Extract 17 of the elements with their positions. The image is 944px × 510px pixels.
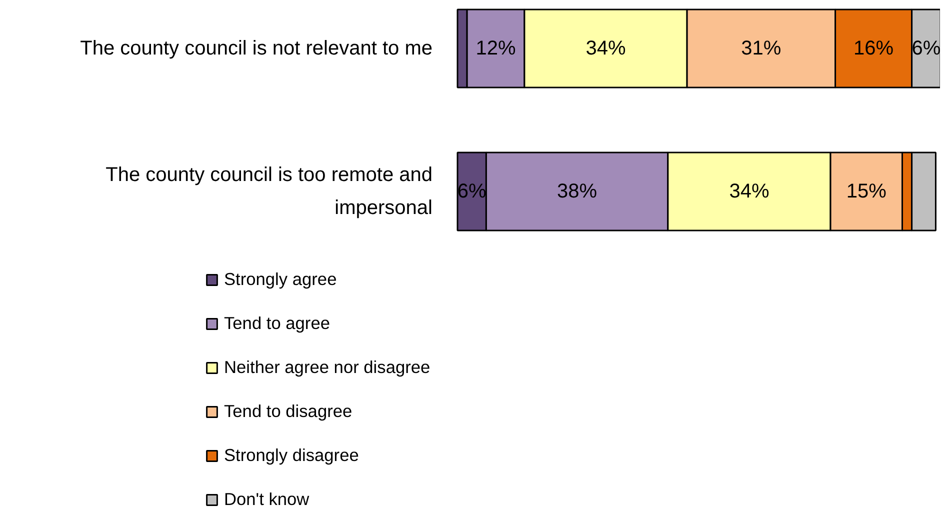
data-label: 15%	[846, 180, 887, 202]
data-label: 6%	[912, 38, 941, 60]
data-label: 34%	[729, 180, 770, 202]
data-label: 38%	[557, 180, 598, 202]
data-label: 6%	[457, 180, 487, 202]
legend-label: Strongly agree	[224, 269, 337, 290]
legend-label: Strongly disagree	[224, 445, 359, 466]
legend-label: Neither agree nor disagree	[224, 357, 430, 378]
y-tick-label: The county council is not relevant to me	[80, 38, 433, 60]
data-label: 34%	[586, 38, 626, 60]
data-label: 31%	[741, 38, 782, 60]
legend-label: Tend to agree	[224, 313, 330, 334]
y-tick-label: The county council is too remote and impersonal	[106, 164, 433, 219]
legend-label: Don't know	[224, 489, 310, 510]
legend-label: Tend to disagree	[224, 401, 352, 422]
data-label: 16%	[854, 38, 894, 60]
data-label: 12%	[476, 38, 516, 60]
